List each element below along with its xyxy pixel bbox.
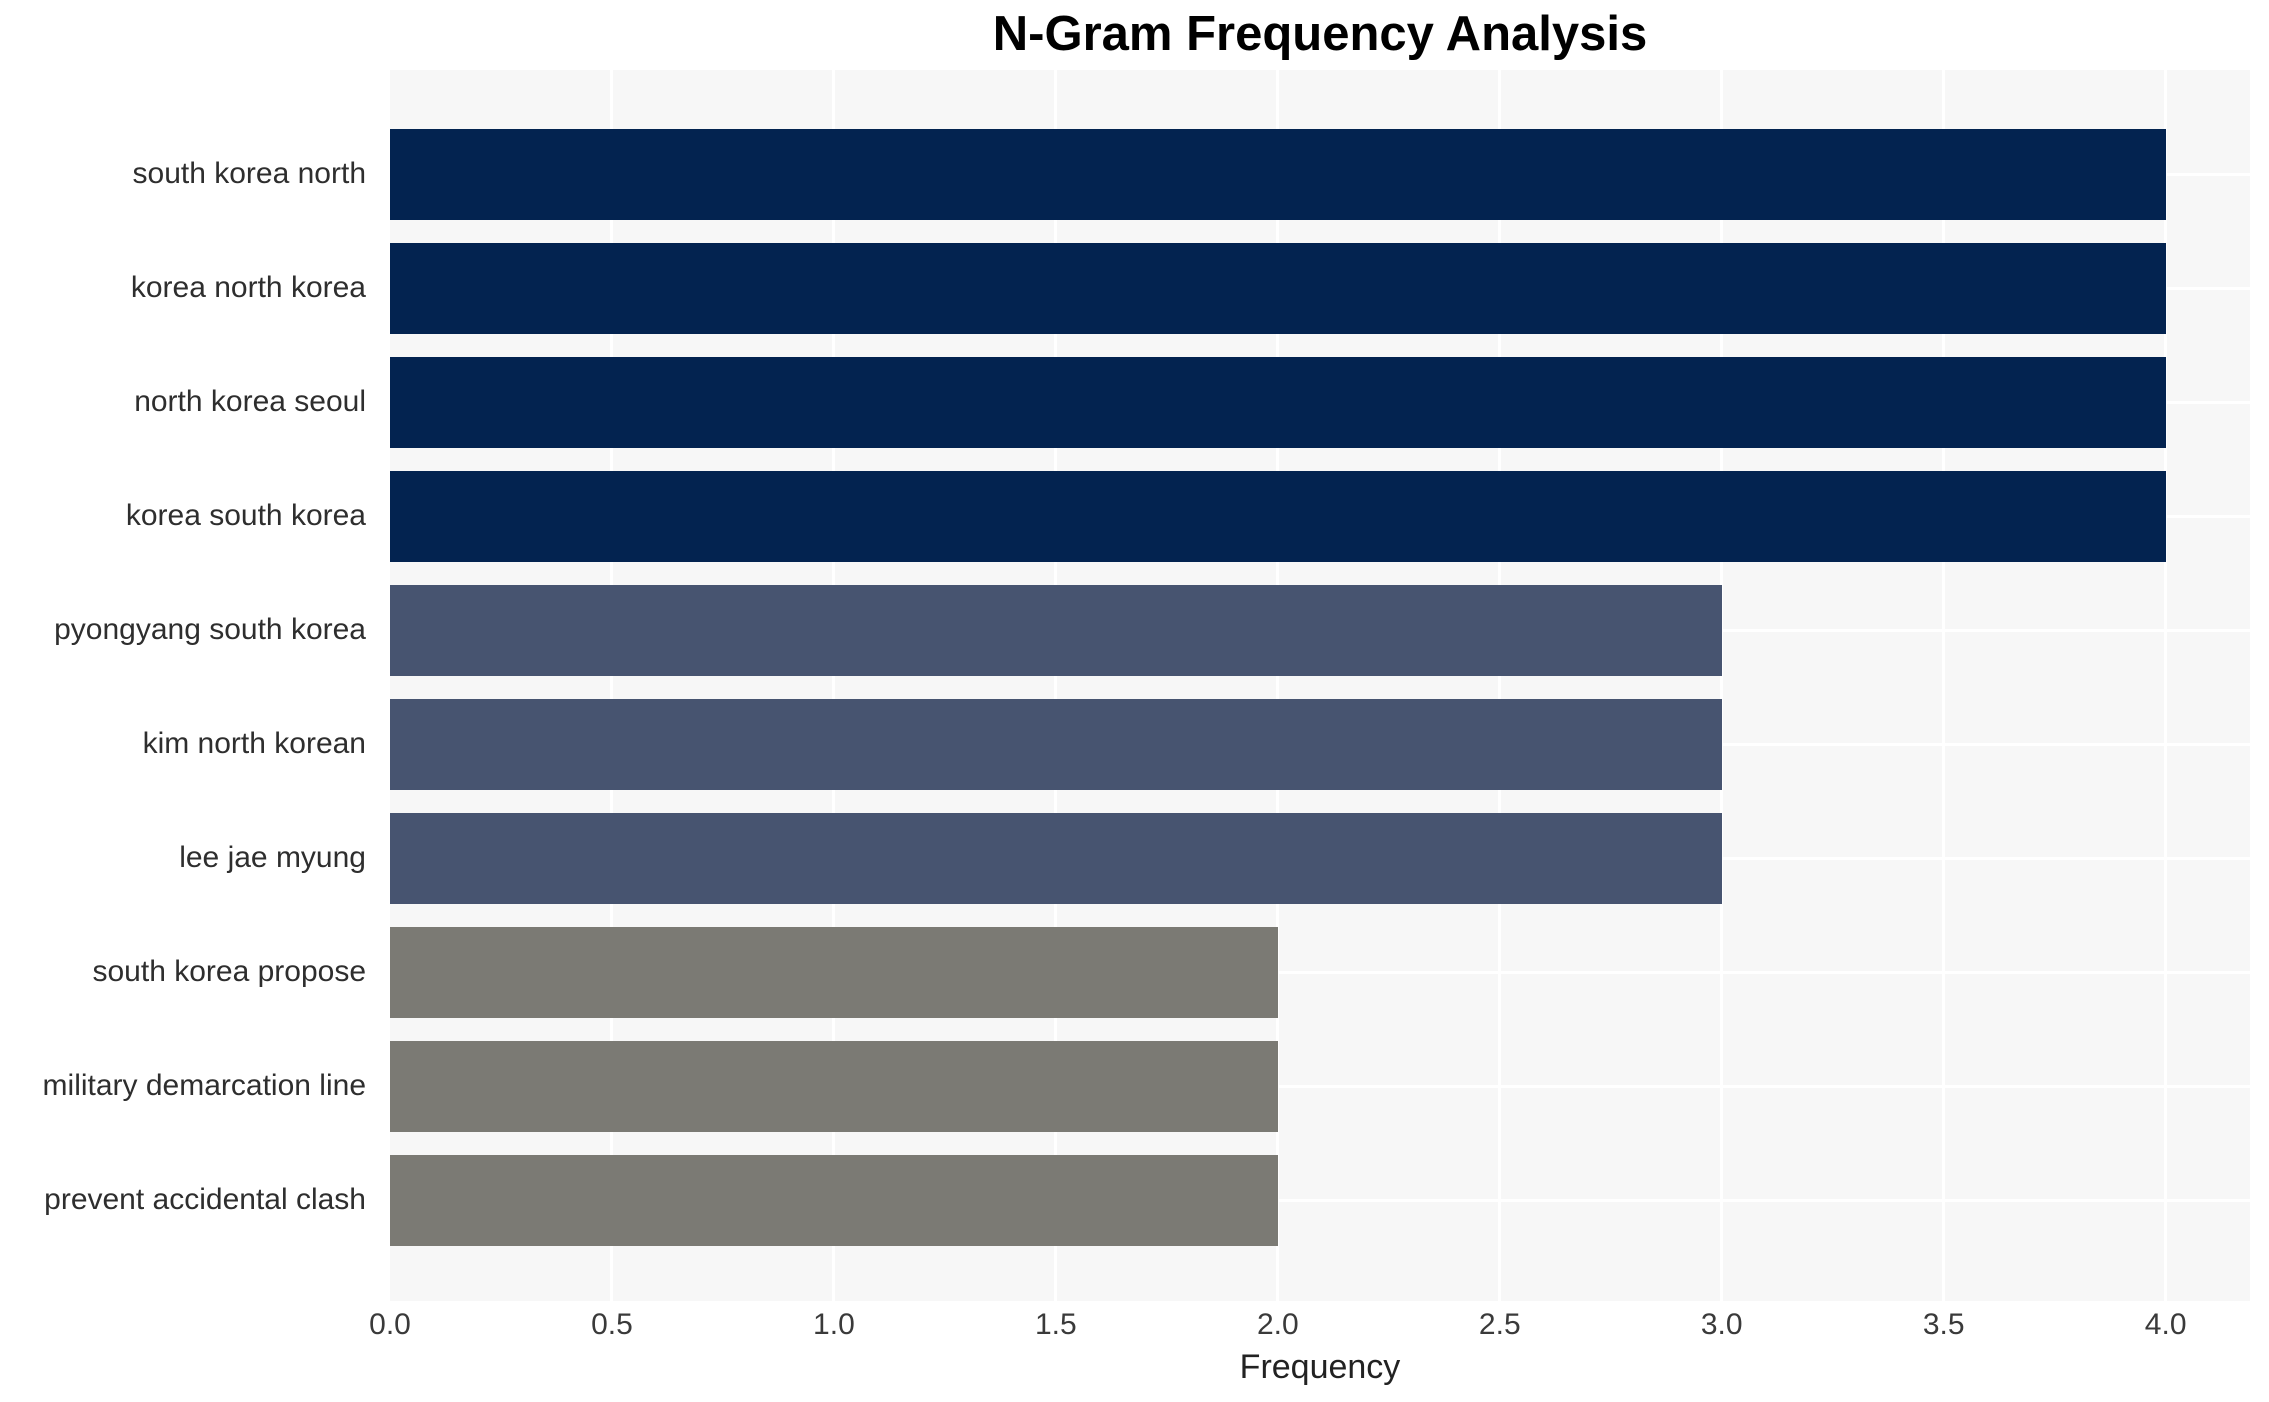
gridline-horizontal (390, 970, 2250, 974)
bar (390, 470, 2166, 562)
y-axis-label: south korea propose (92, 955, 366, 988)
x-axis-tick-label: 3.0 (1700, 1308, 1743, 1341)
bar (390, 128, 2166, 220)
x-axis-tick-label: 2.0 (1256, 1308, 1299, 1341)
gridline-vertical (1498, 70, 1502, 1301)
x-axis-tick-labels: 0.0 0.5 1.0 1.5 2.0 2.5 3.0 3.5 4.0 (369, 1308, 2250, 1349)
gridline-vertical (832, 70, 836, 1301)
x-axis-title: Frequency (1239, 1348, 1401, 1386)
y-axis-label: military demarcation line (42, 1069, 366, 1102)
gridline-horizontal (390, 1084, 2250, 1088)
y-axis-label: korea north korea (130, 271, 366, 304)
y-axis-label: kim north korean (142, 727, 366, 760)
y-axis-label: pyongyang south korea (54, 613, 366, 646)
x-axis-tick-label: 4.0 (2144, 1308, 2187, 1341)
gridline-vertical (1276, 70, 1280, 1301)
bar (390, 812, 1722, 904)
y-axis-labels: south korea north korea north korea north … (0, 70, 378, 1301)
y-axis-label: lee jae myung (179, 841, 366, 874)
bar (390, 1154, 1278, 1246)
chart-title: N-Gram Frequency Analysis (992, 7, 1648, 61)
bar (390, 698, 1722, 790)
x-axis-tick-label: 2.5 (1478, 1308, 1521, 1341)
y-axis-label: prevent accidental clash (44, 1183, 366, 1216)
gridline-vertical (610, 70, 614, 1301)
y-axis-label: south korea north (132, 157, 366, 190)
bar (390, 584, 1722, 676)
bar (390, 1040, 1278, 1132)
x-axis-tick-label: 0.5 (591, 1308, 633, 1341)
gridline-vertical (1720, 70, 1724, 1301)
y-axis-label: korea south korea (125, 499, 366, 532)
x-axis-tick-label: 3.5 (1922, 1308, 1965, 1341)
bar (390, 242, 2166, 334)
gridline-vertical (2164, 70, 2168, 1301)
gridline-horizontal (390, 1198, 2250, 1202)
bar (390, 926, 1278, 1018)
x-axis-tick-label: 1.5 (1035, 1308, 1077, 1341)
x-axis-tick-label: 1.0 (813, 1308, 855, 1341)
gridline-vertical (1942, 70, 1946, 1301)
y-axis-label: north korea seoul (134, 385, 366, 418)
gridline-vertical (1054, 70, 1058, 1301)
bar (390, 356, 2166, 448)
x-axis-tick-label: 0.0 (369, 1308, 411, 1341)
plot-area (390, 70, 2250, 1301)
